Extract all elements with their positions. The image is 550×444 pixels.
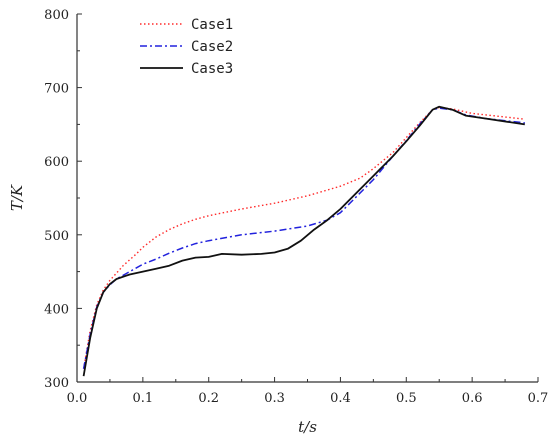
series-line-case3 <box>82 105 525 377</box>
x-axis-ticks: 0.0 0.1 0.2 0.3 0.4 0.5 0.6 0.7 <box>67 377 549 406</box>
x-axis-title: t/s <box>298 418 317 436</box>
x-tick-label: 0.5 <box>396 391 417 406</box>
x-tick-label: 0.6 <box>462 391 483 406</box>
y-tick-label: 500 <box>44 229 69 244</box>
x-tick-label: 0.0 <box>67 391 88 406</box>
y-axis-ticks: 300 400 500 600 700 800 <box>44 8 82 391</box>
x-tick-label: 0.2 <box>198 391 219 406</box>
y-tick-label: 400 <box>44 302 69 317</box>
x-tick-label: 0.3 <box>264 391 285 406</box>
y-tick-label: 800 <box>44 8 69 23</box>
x-tick-label: 0.7 <box>528 391 549 406</box>
series-line-case1 <box>82 106 525 369</box>
axes <box>76 14 538 383</box>
y-tick-label: 600 <box>44 155 69 170</box>
legend-label-case3: Case3 <box>191 61 233 77</box>
x-tick-label: 0.4 <box>330 391 351 406</box>
data-series <box>82 105 525 377</box>
y-axis-title: T/K <box>8 184 26 211</box>
x-tick-label: 0.1 <box>133 391 154 406</box>
y-tick-label: 700 <box>44 82 69 97</box>
legend-label-case2: Case2 <box>191 39 233 55</box>
legend-label-case1: Case1 <box>191 17 233 33</box>
legend: Case1 Case2 Case3 <box>140 17 233 77</box>
y-tick-label: 300 <box>44 376 69 391</box>
